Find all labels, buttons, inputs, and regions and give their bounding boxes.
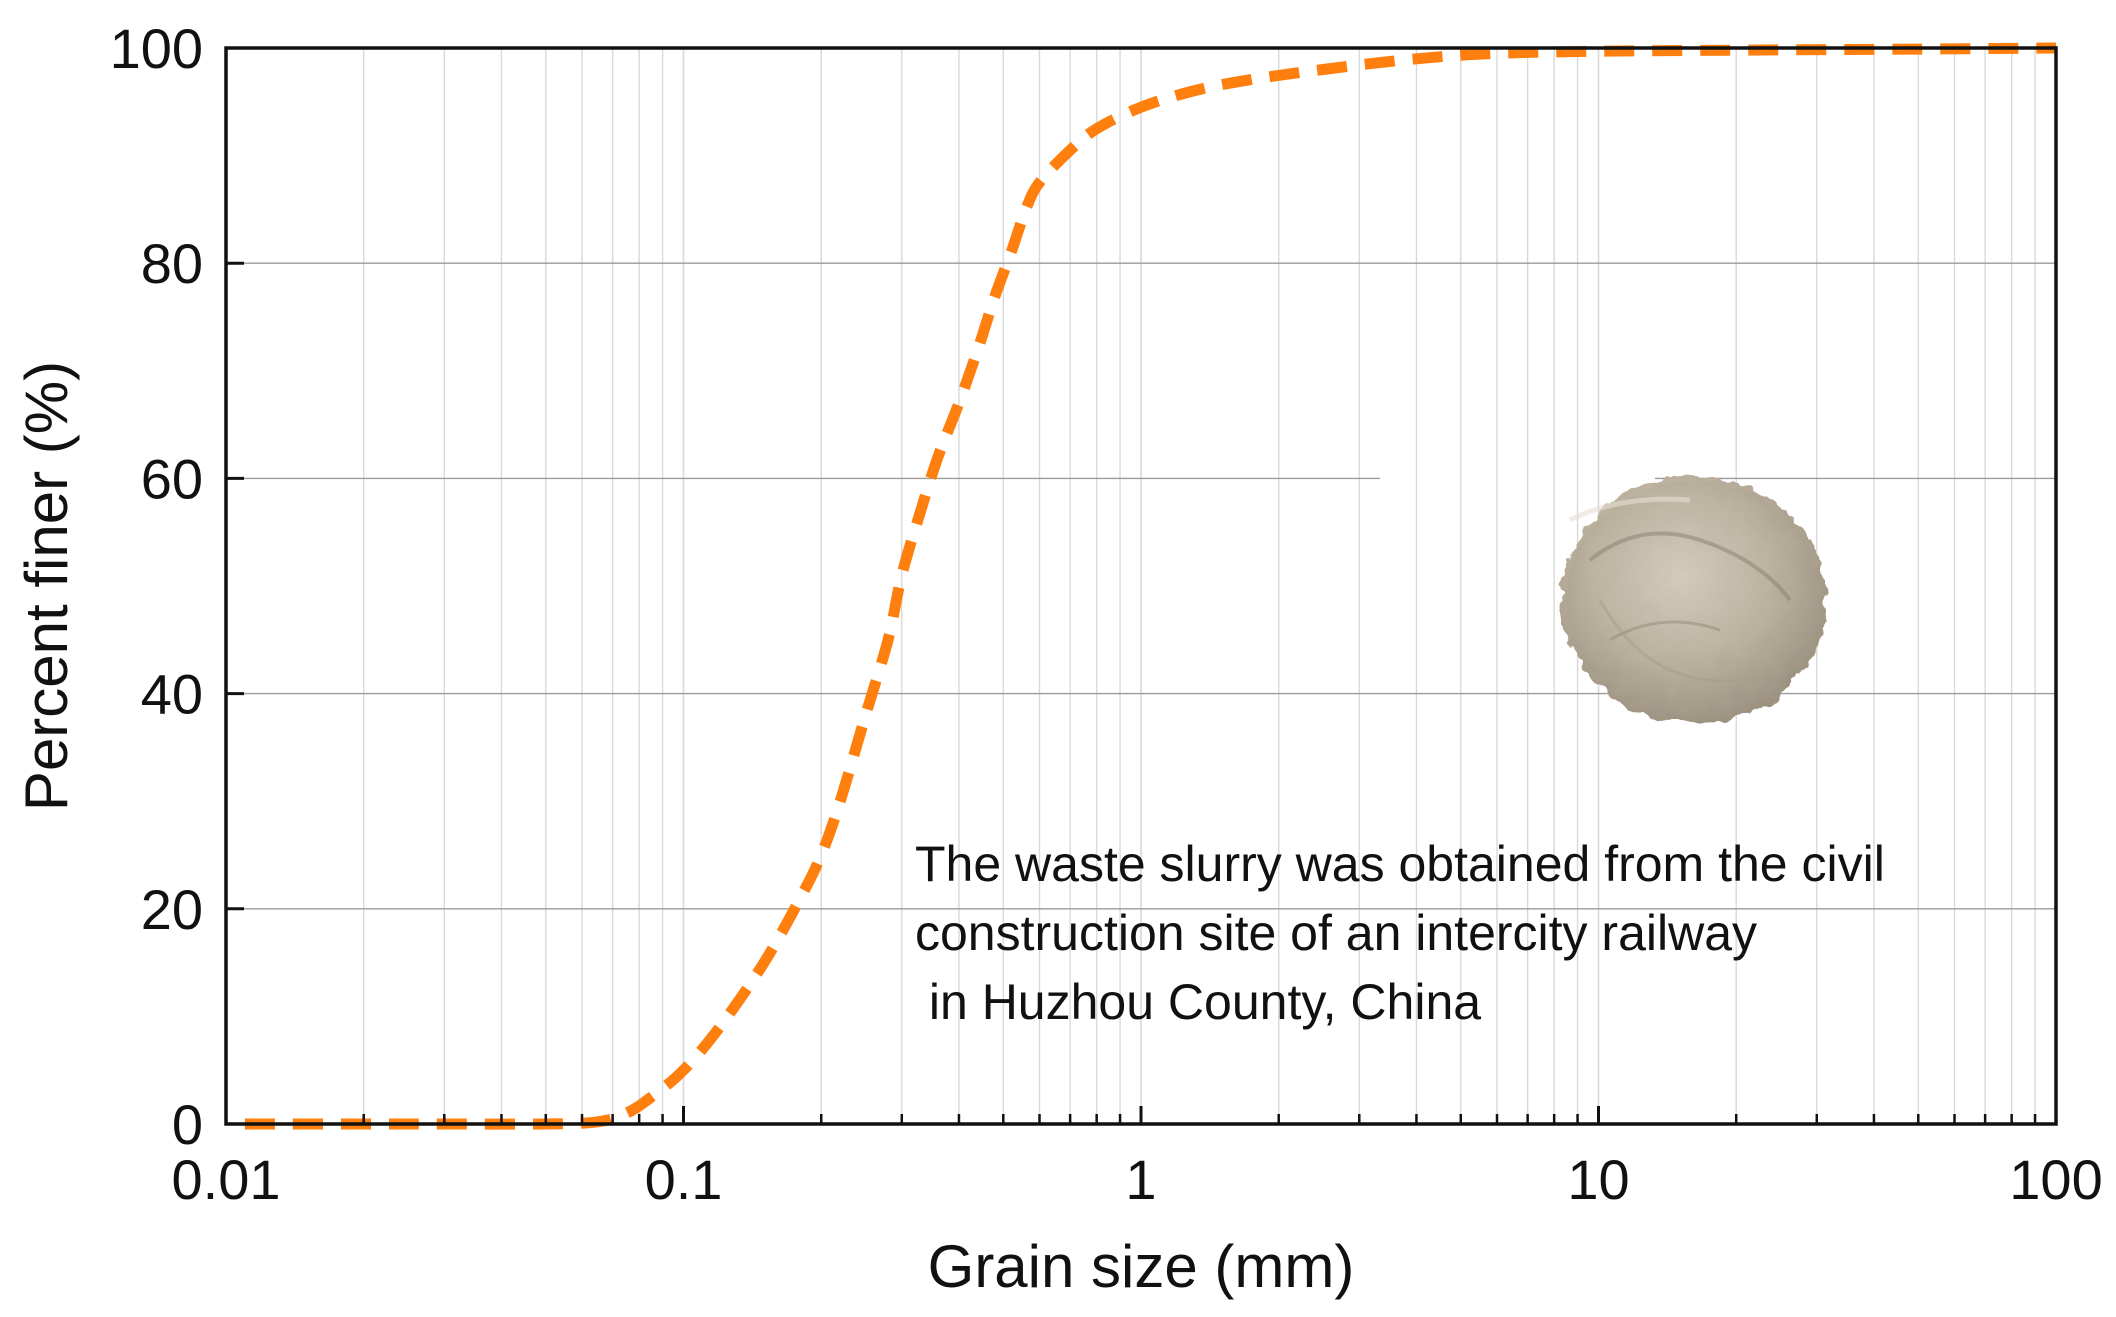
y-tick-label: 40 bbox=[141, 663, 203, 726]
x-axis-title: Grain size (mm) bbox=[928, 1233, 1355, 1300]
slurry-sample-photo bbox=[1561, 476, 1827, 724]
series-line bbox=[244, 42, 2057, 1130]
series-layer bbox=[244, 42, 2057, 1130]
y-tick-label: 20 bbox=[141, 878, 203, 941]
x-tick-label: 1 bbox=[1125, 1148, 1156, 1211]
x-tick-labels: 0.01 0.1 1 10 100 bbox=[172, 1148, 2103, 1211]
y-tick-label: 60 bbox=[141, 447, 203, 510]
y-tick-labels: 0 20 40 60 80 100 bbox=[110, 17, 203, 1156]
annotation-line-3: in Huzhou County, China bbox=[915, 974, 1481, 1030]
y-tick-label: 100 bbox=[110, 17, 203, 80]
x-tick-label: 100 bbox=[2009, 1148, 2102, 1211]
annotation-line-2: construction site of an intercity railwa… bbox=[915, 905, 1757, 961]
annotation-line-1: The waste slurry was obtained from the c… bbox=[915, 836, 1885, 892]
y-tick-label: 0 bbox=[172, 1093, 203, 1156]
x-tick-label: 10 bbox=[1567, 1148, 1629, 1211]
tick-marks bbox=[224, 46, 2058, 1126]
annotation: The waste slurry was obtained from the c… bbox=[915, 836, 1885, 1030]
x-tick-label: 0.01 bbox=[172, 1148, 281, 1211]
x-tick-label: 0.1 bbox=[645, 1148, 723, 1211]
y-tick-label: 80 bbox=[141, 232, 203, 295]
y-axis-title: Percent finer (%) bbox=[13, 361, 80, 811]
